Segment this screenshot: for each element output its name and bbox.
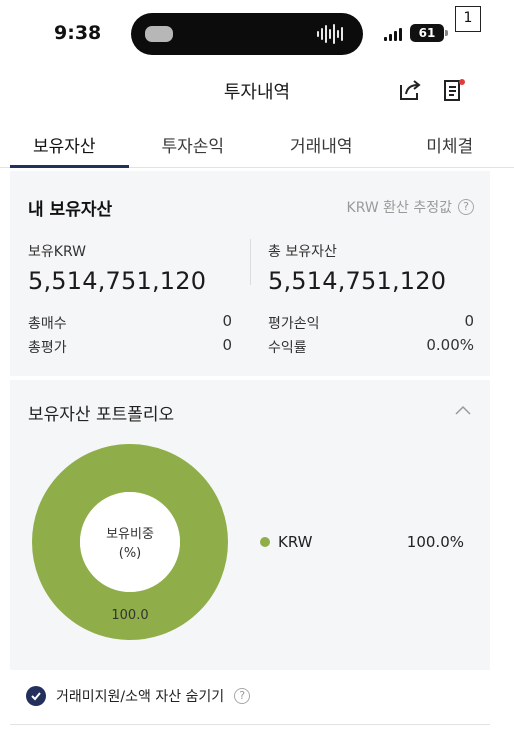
portfolio-donut-chart: 보유비중 (%) 100.0 — [32, 444, 228, 640]
share-icon — [400, 80, 421, 100]
hide-small-assets-label: 거래미지원/소액 자산 숨기기 — [56, 689, 225, 705]
help-icon[interactable]: ? — [234, 688, 251, 704]
island-activity-icon — [145, 26, 173, 42]
total-buy-value: 0 — [222, 312, 232, 330]
eval-pnl-value: 0 — [464, 312, 474, 330]
battery-icon: 61 — [410, 24, 448, 42]
audio-wave-icon — [317, 23, 343, 45]
status-bar: 9:38 61 1 — [0, 0, 514, 66]
legend-name: KRW — [278, 533, 313, 551]
krw-estimate-note[interactable]: KRW 환산 추정값 ? — [347, 197, 474, 217]
krw-estimate-label: KRW 환산 추정값 — [346, 200, 452, 216]
total-assets-label: 총 보유자산 — [268, 244, 337, 260]
return-rate-label: 수익률 — [268, 340, 307, 356]
donut-hole — [80, 492, 180, 592]
donut-slice-label: 100.0 — [111, 608, 148, 623]
portfolio-title: 보유자산 포트폴리오 — [28, 405, 175, 425]
share-button[interactable] — [396, 76, 424, 104]
tab-transactions[interactable]: 거래내역 — [289, 137, 353, 157]
column-divider — [250, 239, 251, 285]
corner-badge: 1 — [455, 6, 481, 32]
dynamic-island — [131, 13, 363, 55]
total-eval-label: 총평가 — [28, 340, 67, 356]
portfolio-panel: 보유자산 포트폴리오 보유비중 (%) 100.0 KRW 100.0% — [10, 380, 490, 670]
total-assets-value: 5,514,751,120 — [268, 267, 447, 295]
notice-button[interactable] — [440, 76, 468, 104]
tab-unfilled[interactable]: 미체결 — [426, 137, 474, 157]
status-time: 9:38 — [54, 22, 102, 44]
krw-holding-label: 보유KRW — [28, 244, 86, 260]
legend-item-krw: KRW — [260, 533, 312, 551]
holdings-title: 내 보유자산 — [28, 200, 113, 220]
signal-icon — [384, 27, 402, 41]
tab-bar: 보유자산 투자손익 거래내역 미체결 — [0, 124, 514, 168]
tab-profit-loss[interactable]: 투자손익 — [161, 137, 225, 157]
krw-holding-value: 5,514,751,120 — [28, 267, 207, 295]
holdings-panel: 내 보유자산 KRW 환산 추정값 ? 보유KRW 5,514,751,120 … — [10, 171, 490, 376]
donut-center-unit: (%) — [119, 546, 142, 561]
tab-holdings[interactable]: 보유자산 — [0, 124, 129, 168]
legend-dot-icon — [260, 537, 270, 547]
return-rate-value: 0.00% — [426, 336, 474, 354]
donut-center-title: 보유비중 — [106, 527, 154, 542]
legend-percent: 100.0% — [406, 533, 464, 551]
help-icon[interactable]: ? — [458, 199, 474, 215]
total-buy-label: 총매수 — [28, 316, 67, 332]
checkbox-checked-icon[interactable] — [26, 686, 46, 706]
total-eval-value: 0 — [222, 336, 232, 354]
notice-list-icon — [444, 79, 465, 101]
page-title: 투자내역 — [223, 82, 291, 103]
bottom-divider — [10, 724, 490, 725]
eval-pnl-label: 평가손익 — [268, 316, 320, 332]
hide-small-assets-toggle[interactable]: 거래미지원/소액 자산 숨기기 ? — [26, 686, 251, 706]
app-header: 투자내역 — [0, 66, 514, 114]
chevron-up-icon[interactable] — [454, 402, 472, 420]
donut-slice-krw — [32, 444, 228, 640]
